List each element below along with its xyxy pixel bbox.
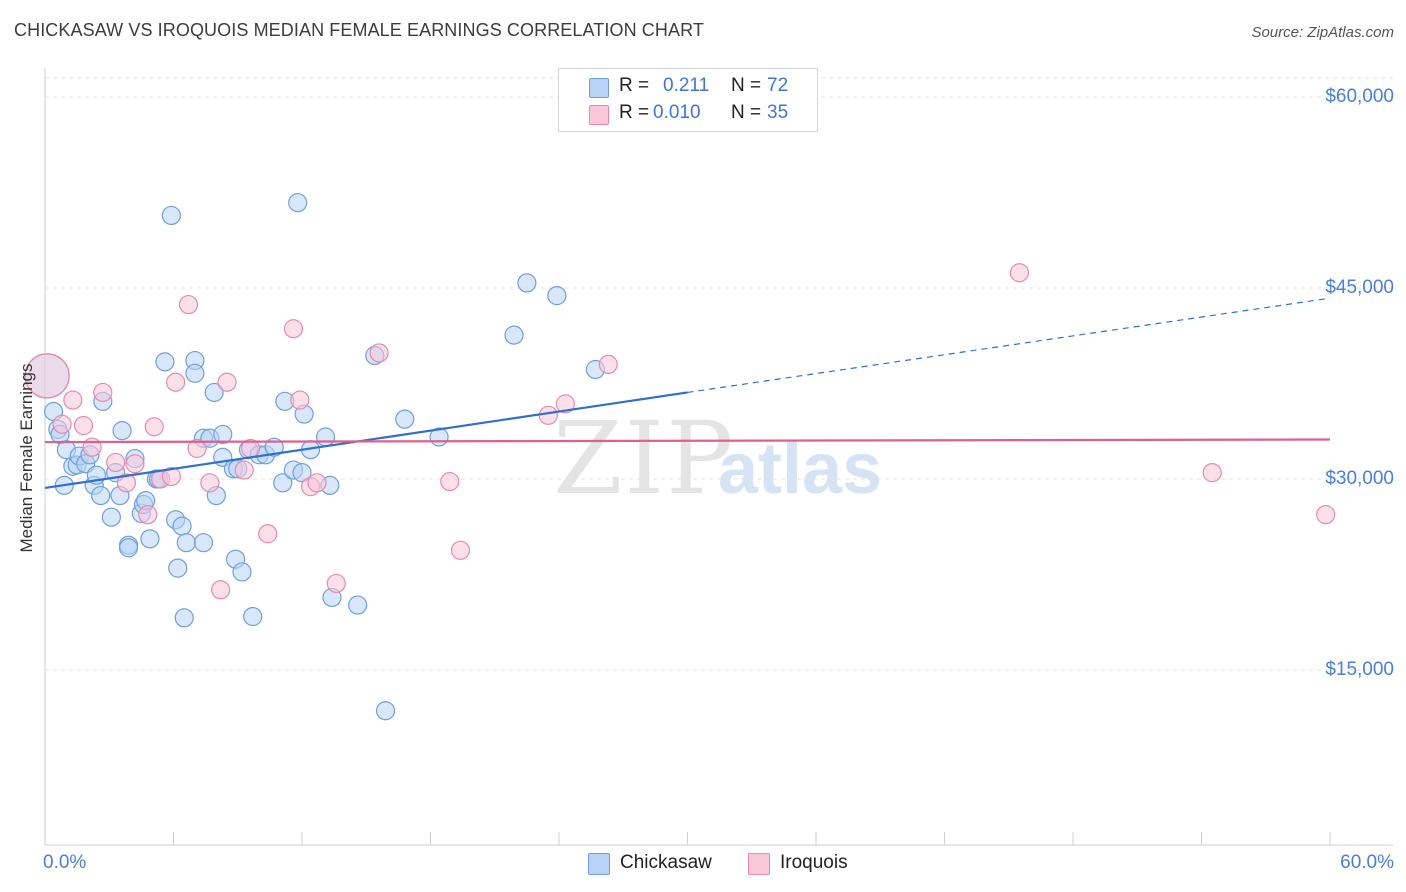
bottom-legend-swatch-chickasaw xyxy=(588,853,610,875)
legend-n-label: N = xyxy=(731,102,762,123)
chickasaw-point xyxy=(174,608,194,628)
iroquois-point xyxy=(178,294,199,315)
iroquois-point xyxy=(125,454,145,474)
iroquois-point xyxy=(63,390,83,410)
iroquois-point xyxy=(217,372,237,392)
series-iroquois xyxy=(24,263,1336,600)
chickasaw-point xyxy=(118,538,139,558)
legend-swatch-chickasaw xyxy=(589,78,609,98)
legend-r-value: 0.010 xyxy=(653,102,701,123)
chickasaw-point xyxy=(315,427,336,447)
chickasaw-point xyxy=(273,473,293,493)
bottom-legend-swatch-iroquois xyxy=(748,853,770,875)
bottom-legend-label: Chickasaw xyxy=(620,852,712,873)
chickasaw-point xyxy=(101,507,121,527)
iroquois-point xyxy=(234,460,254,480)
correlation-legend: R = 0.211 N = 72 R = 0.010 N = 35 xyxy=(558,68,818,132)
iroquois-point xyxy=(598,354,618,374)
iroquois-point xyxy=(82,437,102,457)
chickasaw-point xyxy=(140,529,160,549)
iroquois-point xyxy=(326,573,346,594)
chickasaw-point xyxy=(168,558,188,578)
axes xyxy=(44,68,1393,846)
watermark-atlas: atlas xyxy=(718,429,883,509)
iroquois-point xyxy=(73,415,94,436)
chickasaw-point xyxy=(243,606,263,627)
x-tick-label-max: 60.0% xyxy=(1340,852,1394,873)
legend-n-value: 35 xyxy=(767,102,789,123)
chickasaw-point xyxy=(112,421,132,441)
iroquois-point xyxy=(138,505,158,525)
iroquois-point xyxy=(555,394,576,414)
legend-n-value: 72 xyxy=(767,75,789,96)
legend-swatch-iroquois xyxy=(589,105,609,125)
iroquois-point xyxy=(187,438,207,459)
trend-lines xyxy=(44,297,1331,490)
chickasaw-point xyxy=(504,325,524,345)
chickasaw-point xyxy=(185,363,205,383)
chickasaw-point xyxy=(161,205,181,226)
legend-r-label: R = xyxy=(619,102,650,123)
iroquois-point xyxy=(1316,505,1336,525)
iroquois-point xyxy=(116,473,136,493)
iroquois-point xyxy=(52,414,72,434)
chickasaw-point xyxy=(193,533,214,553)
chickasaw-point xyxy=(375,701,396,721)
iroquois-point xyxy=(1009,263,1030,283)
chickasaw-point xyxy=(292,463,312,483)
watermark-zip: ZIP xyxy=(553,400,736,517)
iroquois-point xyxy=(1202,463,1222,483)
legend-r-value: 0.211 xyxy=(663,75,710,96)
grid-lines xyxy=(45,77,1393,671)
chickasaw-point xyxy=(348,595,368,615)
y-tick-label: $30,000 xyxy=(1325,468,1394,489)
iroquois-point xyxy=(93,382,113,403)
iroquois-point xyxy=(258,524,278,544)
iroquois-point xyxy=(211,580,231,600)
y-tick-label: $45,000 xyxy=(1325,277,1394,298)
chickasaw-trend-extension xyxy=(687,297,1331,394)
legend-n-label: N = xyxy=(731,75,762,96)
iroquois-point xyxy=(538,405,558,425)
legend-r-label: R = xyxy=(619,75,650,96)
bottom-legend-label: Iroquois xyxy=(780,852,848,873)
chickasaw-point xyxy=(155,352,175,372)
y-tick-label: $60,000 xyxy=(1325,86,1394,107)
y-axis-label: Median Female Earnings xyxy=(17,363,36,553)
chickasaw-point xyxy=(204,382,224,403)
x-tick-label-min: 0.0% xyxy=(43,852,87,873)
chickasaw-point xyxy=(91,485,111,506)
iroquois-point xyxy=(144,417,164,437)
iroquois-point xyxy=(369,343,389,363)
iroquois-point xyxy=(440,471,460,492)
iroquois-trend-line xyxy=(44,438,1331,444)
iroquois-point xyxy=(24,353,70,399)
chickasaw-point xyxy=(547,286,567,306)
iroquois-point xyxy=(290,390,310,410)
iroquois-point xyxy=(307,473,327,493)
chickasaw-point xyxy=(176,533,196,553)
chickasaw-point xyxy=(232,562,252,582)
source-credit: Source: ZipAtlas.com xyxy=(1251,24,1394,41)
chickasaw-point xyxy=(517,273,537,293)
chickasaw-point xyxy=(172,516,192,536)
iroquois-point xyxy=(166,372,186,392)
iroquois-point xyxy=(200,473,220,493)
iroquois-point xyxy=(106,452,126,473)
chart-title: CHICKASAW VS IROQUOIS MEDIAN FEMALE EARN… xyxy=(14,20,704,40)
chickasaw-point xyxy=(288,193,308,213)
chickasaw-point xyxy=(395,409,415,429)
chickasaw-point xyxy=(213,424,233,445)
iroquois-point xyxy=(161,466,181,487)
iroquois-point xyxy=(283,319,304,339)
y-tick-label: $15,000 xyxy=(1325,659,1394,680)
chickasaw-trend-line xyxy=(44,391,688,490)
iroquois-point xyxy=(450,540,471,560)
